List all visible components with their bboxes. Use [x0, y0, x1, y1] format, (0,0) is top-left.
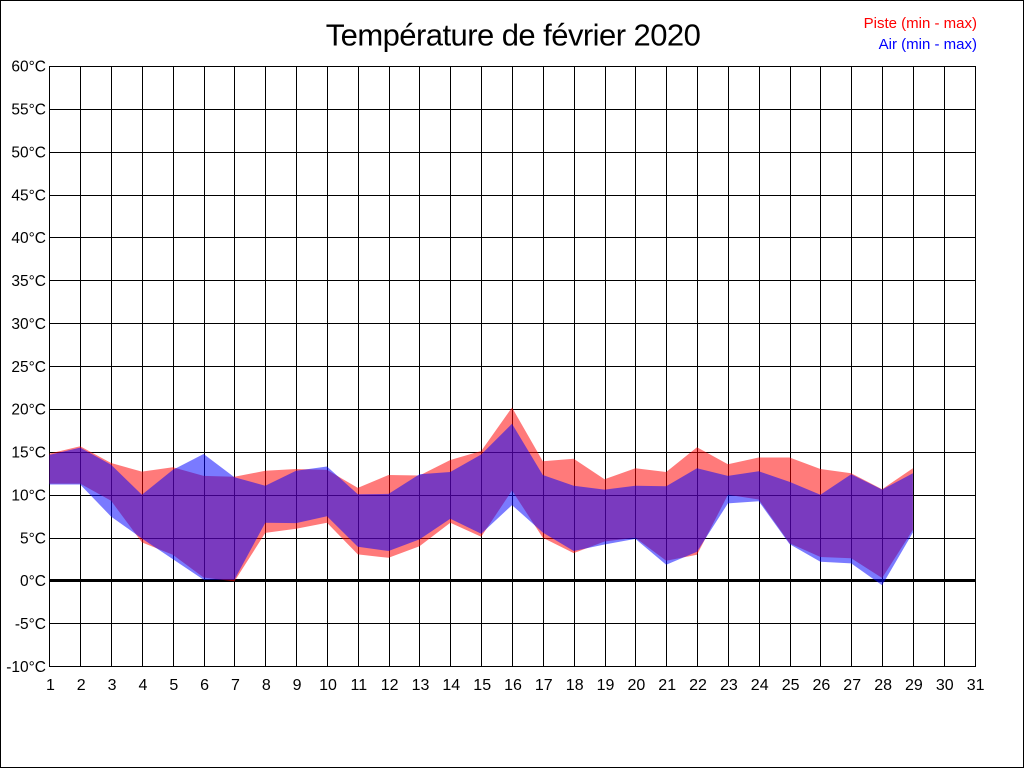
svg-text:25°C: 25°C: [11, 359, 46, 376]
svg-text:Piste (min - max): Piste (min - max): [864, 15, 977, 32]
svg-text:30°C: 30°C: [11, 316, 46, 333]
svg-text:1: 1: [46, 677, 55, 694]
svg-text:10°C: 10°C: [11, 488, 46, 505]
svg-text:9: 9: [293, 677, 302, 694]
svg-text:19: 19: [597, 677, 615, 694]
svg-text:12: 12: [381, 677, 399, 694]
svg-text:50°C: 50°C: [11, 144, 46, 161]
svg-text:31: 31: [967, 677, 985, 694]
svg-text:30: 30: [936, 677, 954, 694]
svg-text:11: 11: [350, 677, 367, 694]
svg-text:55°C: 55°C: [11, 102, 46, 119]
svg-text:23: 23: [720, 677, 738, 694]
svg-text:29: 29: [905, 677, 923, 694]
svg-text:Air (min - max): Air (min - max): [879, 36, 977, 53]
svg-text:60°C: 60°C: [11, 59, 46, 76]
svg-text:4: 4: [138, 677, 147, 694]
svg-text:20: 20: [628, 677, 646, 694]
svg-text:40°C: 40°C: [11, 230, 46, 247]
svg-text:7: 7: [231, 677, 240, 694]
svg-text:25: 25: [782, 677, 800, 694]
svg-text:27: 27: [843, 677, 861, 694]
svg-text:8: 8: [262, 677, 271, 694]
svg-text:16: 16: [504, 677, 522, 694]
svg-text:22: 22: [689, 677, 707, 694]
svg-text:-5°C: -5°C: [15, 616, 46, 633]
svg-text:3: 3: [108, 677, 117, 694]
svg-text:45°C: 45°C: [11, 187, 46, 204]
svg-text:17: 17: [535, 677, 553, 694]
svg-text:35°C: 35°C: [11, 273, 46, 290]
svg-text:21: 21: [658, 677, 676, 694]
svg-text:20°C: 20°C: [11, 402, 46, 419]
svg-text:28: 28: [874, 677, 892, 694]
svg-text:5: 5: [169, 677, 178, 694]
svg-text:5°C: 5°C: [20, 530, 46, 547]
svg-text:0°C: 0°C: [20, 573, 46, 590]
svg-text:Température de février 2020: Température de février 2020: [326, 18, 701, 53]
svg-text:18: 18: [566, 677, 584, 694]
svg-text:26: 26: [813, 677, 831, 694]
svg-text:6: 6: [200, 677, 209, 694]
svg-text:15°C: 15°C: [11, 445, 46, 462]
svg-text:24: 24: [751, 677, 769, 694]
svg-text:14: 14: [442, 677, 460, 694]
svg-text:10: 10: [319, 677, 337, 694]
svg-text:2: 2: [77, 677, 86, 694]
svg-text:15: 15: [473, 677, 491, 694]
svg-text:13: 13: [412, 677, 430, 694]
svg-text:-10°C: -10°C: [6, 659, 46, 676]
